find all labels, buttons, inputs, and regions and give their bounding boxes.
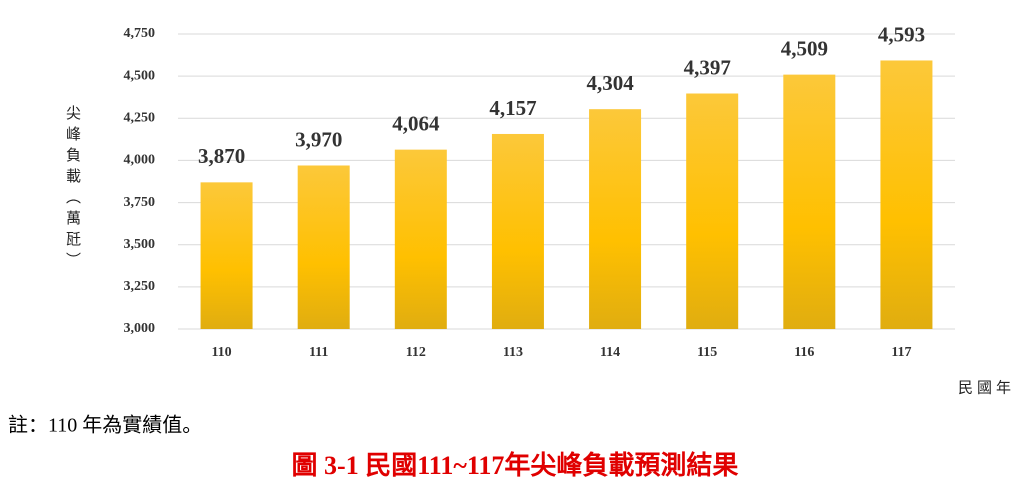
data-label: 4,509 (781, 36, 828, 60)
bar (491, 133, 544, 329)
bar (880, 60, 933, 330)
y-tick-label: 4,500 (124, 68, 156, 83)
bar (394, 149, 447, 329)
data-label: 4,304 (586, 71, 634, 95)
y-tick-label: 4,750 (124, 26, 156, 41)
x-tick-label: 117 (891, 345, 911, 360)
data-label: 4,593 (878, 22, 925, 46)
y-tick-label: 4,000 (124, 153, 156, 168)
x-tick-label: 110 (211, 345, 231, 360)
data-label: 4,064 (392, 111, 440, 135)
x-tick-label: 112 (406, 345, 426, 360)
y-tick-label: 3,000 (124, 321, 156, 336)
x-tick-label: 116 (794, 345, 814, 360)
y-tick-label: 3,500 (124, 237, 156, 252)
x-tick-label: 111 (309, 345, 328, 360)
x-tick-label: 114 (600, 345, 620, 360)
y-tick-label: 4,250 (124, 111, 156, 126)
data-label: 3,870 (198, 144, 245, 168)
bar (589, 109, 642, 329)
y-axis-label: 尖峰負載（萬瓩） (64, 105, 81, 273)
bar (783, 74, 836, 329)
x-tick-label: 115 (697, 345, 717, 360)
bar (686, 93, 739, 330)
note: 註：110 年為實績值。 (8, 414, 202, 437)
x-axis-label: 民國年 (958, 379, 1015, 396)
bar (200, 182, 253, 329)
bar (297, 165, 350, 329)
chart-title: 圖 3-1 民國111~117年尖峰負載預測結果 (292, 450, 739, 480)
data-label: 4,157 (489, 96, 536, 120)
y-tick-label: 3,750 (124, 195, 156, 210)
data-label: 3,970 (295, 127, 342, 151)
x-tick-label: 113 (503, 345, 523, 360)
data-label: 4,397 (684, 55, 731, 79)
y-tick-label: 3,250 (124, 279, 156, 294)
